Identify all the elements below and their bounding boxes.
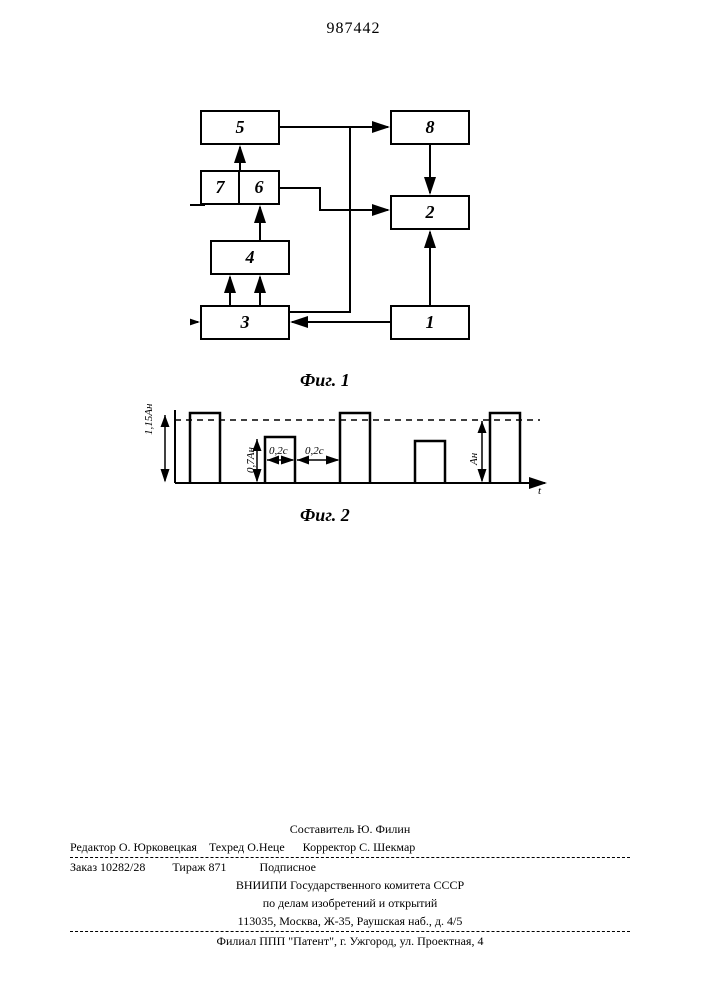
footer-podpisnoe: Подписное <box>259 860 316 874</box>
footer-order: Заказ 10282/28 <box>70 860 145 874</box>
fig2-label: Фиг. 2 <box>300 505 350 526</box>
figure-2: 1,15Ан 0,7Ан 0,2с 0,2с Ан t <box>145 405 555 500</box>
fig2-xlabel-2: 0,2с <box>305 445 324 457</box>
footer-org2: по делам изобретений и открытий <box>70 894 630 912</box>
figure-1: 5 8 7 6 2 4 3 1 <box>190 110 500 370</box>
fig2-ylabel-2: 0,7Ан <box>245 447 257 473</box>
footer-compiler: Составитель Ю. Филин <box>70 820 630 838</box>
footer-corrector: Корректор С. Шекмар <box>303 840 416 854</box>
footer-block: Составитель Ю. Филин Редактор О. Юрковец… <box>70 820 630 950</box>
fig1-arrows <box>190 110 500 370</box>
fig2-an-label: Ан <box>468 453 480 465</box>
fig2-axis-t: t <box>538 485 541 497</box>
footer-credits: Редактор О. Юрковецкая Техред О.Неце Кор… <box>70 838 630 858</box>
footer-tirazh: Тираж 871 <box>172 860 226 874</box>
fig2-xlabel-1: 0,2с <box>269 445 288 457</box>
footer-techred: Техред О.Неце <box>209 840 285 854</box>
footer-order-line: Заказ 10282/28 Тираж 871 Подписное <box>70 858 630 876</box>
footer-branch: Филиал ППП "Патент", г. Ужгород, ул. Про… <box>70 932 630 950</box>
footer-addr1: 113035, Москва, Ж-35, Раушская наб., д. … <box>70 912 630 932</box>
patent-number: 987442 <box>0 20 707 38</box>
footer-org1: ВНИИПИ Государственного комитета СССР <box>70 876 630 894</box>
fig2-ylabel-1: 1,15Ан <box>143 404 155 435</box>
page: 987442 5 8 7 6 2 4 3 1 <box>0 0 707 1000</box>
fig2-svg <box>145 405 555 500</box>
fig1-label: Фиг. 1 <box>300 370 350 391</box>
footer-editor: Редактор О. Юрковецкая <box>70 840 197 854</box>
